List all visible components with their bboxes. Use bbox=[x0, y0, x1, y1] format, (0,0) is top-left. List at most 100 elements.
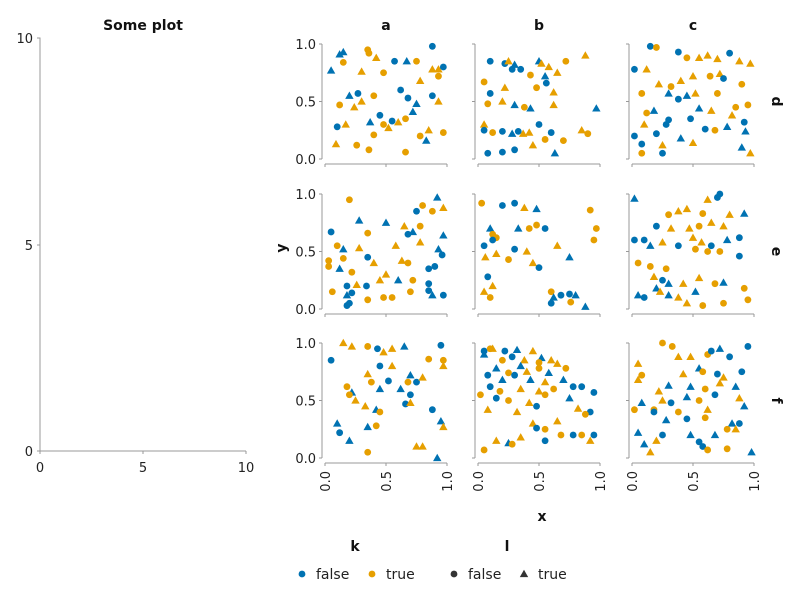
data-point bbox=[511, 199, 518, 207]
data-point bbox=[435, 72, 442, 80]
data-point bbox=[664, 381, 673, 389]
data-point bbox=[544, 368, 553, 377]
data-point bbox=[633, 359, 643, 367]
data-point bbox=[428, 65, 437, 73]
data-point bbox=[533, 221, 540, 229]
data-point bbox=[652, 284, 661, 292]
data-point bbox=[637, 398, 646, 406]
data-point bbox=[528, 419, 538, 427]
data-point bbox=[525, 225, 533, 232]
data-point bbox=[385, 377, 392, 385]
data-point bbox=[714, 194, 721, 201]
data-point bbox=[364, 448, 372, 456]
data-point bbox=[376, 408, 384, 416]
data-point bbox=[695, 222, 703, 230]
data-point bbox=[746, 59, 755, 67]
data-point bbox=[738, 368, 746, 376]
data-point bbox=[367, 378, 375, 386]
data-point bbox=[402, 57, 411, 65]
data-point bbox=[404, 378, 412, 386]
data-point bbox=[436, 417, 446, 425]
data-point bbox=[335, 50, 344, 58]
data-point bbox=[553, 68, 562, 76]
empty-plot: Some plot 10 5 0 0 5 10 bbox=[16, 18, 254, 476]
data-point bbox=[492, 249, 501, 257]
data-point bbox=[633, 291, 643, 299]
data-point bbox=[439, 361, 448, 370]
legend-marker bbox=[450, 570, 458, 578]
row-facet-label: e bbox=[768, 247, 784, 257]
data-point bbox=[547, 356, 556, 364]
data-point bbox=[674, 242, 682, 250]
panel-c-e bbox=[630, 190, 752, 309]
x-tick-label: 0.0 bbox=[472, 471, 487, 492]
y-tick-label: 0.0 bbox=[295, 303, 316, 318]
data-point bbox=[688, 72, 698, 80]
legend-label: false bbox=[316, 567, 349, 583]
data-point bbox=[522, 247, 531, 255]
panel-c-d bbox=[631, 42, 755, 157]
data-point bbox=[534, 387, 544, 395]
data-point bbox=[694, 273, 704, 282]
data-point bbox=[547, 288, 555, 296]
data-point bbox=[731, 382, 740, 390]
data-point bbox=[422, 136, 431, 144]
data-point bbox=[381, 218, 391, 226]
data-point bbox=[499, 356, 506, 364]
panel-a-e bbox=[325, 193, 448, 309]
data-point bbox=[535, 121, 543, 128]
data-point bbox=[505, 369, 512, 377]
data-point bbox=[694, 53, 704, 61]
data-point bbox=[374, 345, 381, 353]
data-point bbox=[346, 391, 353, 399]
data-point bbox=[704, 248, 712, 255]
x-tick-label: 0.0 bbox=[626, 471, 641, 492]
data-point bbox=[540, 72, 550, 80]
data-point bbox=[550, 149, 560, 157]
data-point bbox=[413, 378, 420, 386]
data-point bbox=[327, 228, 335, 236]
data-point bbox=[646, 42, 654, 50]
data-point bbox=[351, 396, 360, 404]
data-point bbox=[486, 57, 494, 65]
data-point bbox=[345, 91, 354, 99]
data-point bbox=[674, 48, 682, 56]
data-point bbox=[664, 279, 673, 287]
data-point bbox=[719, 373, 728, 381]
y-tick-label: 0.5 bbox=[295, 395, 316, 410]
data-point bbox=[711, 280, 719, 288]
data-point bbox=[549, 88, 558, 96]
data-point bbox=[400, 222, 409, 230]
data-point bbox=[480, 446, 488, 454]
data-point bbox=[489, 236, 497, 244]
data-point bbox=[336, 101, 344, 109]
data-point bbox=[674, 352, 683, 360]
data-point bbox=[664, 89, 673, 97]
data-point bbox=[431, 263, 439, 270]
x-tick-label: 1.0 bbox=[748, 471, 763, 492]
data-point bbox=[640, 440, 649, 448]
data-point bbox=[520, 356, 529, 364]
data-point bbox=[348, 268, 356, 276]
data-point bbox=[480, 126, 488, 134]
data-point bbox=[535, 364, 543, 372]
data-point bbox=[365, 49, 373, 57]
data-point bbox=[370, 131, 378, 139]
data-point bbox=[434, 245, 443, 253]
data-point bbox=[413, 57, 420, 65]
data-point bbox=[480, 78, 488, 86]
data-point bbox=[354, 90, 362, 97]
data-point bbox=[327, 356, 335, 364]
data-point bbox=[735, 394, 744, 402]
data-point bbox=[387, 344, 397, 352]
data-point bbox=[686, 382, 695, 390]
data-point bbox=[740, 402, 749, 410]
data-point bbox=[590, 431, 598, 439]
data-point bbox=[488, 344, 497, 352]
data-point bbox=[352, 280, 361, 288]
data-point bbox=[520, 203, 529, 211]
panel-a-d bbox=[326, 42, 447, 156]
data-point bbox=[425, 280, 433, 288]
data-point bbox=[592, 104, 601, 112]
data-point bbox=[565, 253, 574, 261]
